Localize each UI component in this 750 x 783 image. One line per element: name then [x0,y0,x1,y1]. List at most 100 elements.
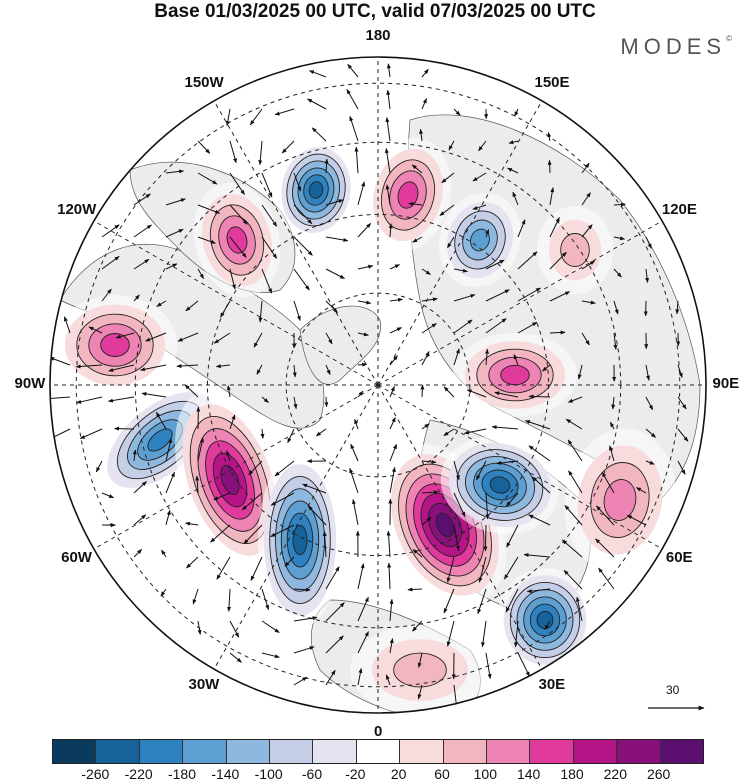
wind-vector [513,354,519,366]
wind-vector [581,162,590,174]
wind-vector [421,98,427,110]
wind-vector [513,620,519,648]
wind-vector [596,505,615,526]
wind-vector [446,556,455,583]
wind-vector [325,602,345,622]
colorbar-tick-label: -140 [211,766,240,782]
wind-vector [581,224,593,238]
wind-vector [463,428,487,435]
wind-vector [386,63,391,78]
colorbar-segment [530,740,574,763]
wind-vector [443,428,455,437]
wind-vector [50,356,71,366]
wind-vector [213,332,231,344]
wind-vector [517,287,541,302]
wind-vector [253,332,263,348]
wind-vector [523,553,551,558]
wind-vector [626,514,647,526]
wind-vector [417,652,423,668]
wind-vector [133,514,147,526]
wind-vector [507,167,519,174]
wind-vector [419,128,424,142]
wind-vector [562,539,583,558]
wind-vector [528,514,551,526]
wind-vector [496,460,519,465]
wind-vector [420,384,425,398]
wind-vector [453,460,460,481]
wind-vector [421,68,429,78]
wind-vector [389,638,394,654]
wind-vectors [50,63,689,712]
longitude-label: 60W [61,549,92,566]
wind-vector [292,364,297,378]
wind-vector [322,531,327,558]
colorbar-tick-label: -180 [167,766,197,782]
colorbar-segment [270,740,314,763]
wind-vector [514,108,519,117]
wind-vector [453,492,466,518]
wind-vector [293,676,308,686]
wind-vector [354,146,359,174]
longitude-label: 0 [374,723,383,740]
wind-vector [645,396,654,411]
wind-vector [287,428,295,444]
wind-vector [229,236,247,258]
wind-vector [466,389,487,398]
wind-vector [140,364,167,372]
wind-vector [385,117,391,142]
wind-vector [132,449,137,462]
wind-vector [293,236,313,256]
wind-vector [476,460,487,481]
vector-reference-arrow [648,705,705,711]
wind-vector [549,187,555,206]
wind-vector [567,439,583,462]
wind-vector [229,652,242,663]
wind-vector [608,445,615,462]
colorbar-tick-label: 260 [646,766,671,782]
wind-vector [165,438,173,462]
wind-vector [184,384,199,398]
wind-vector [421,490,439,495]
wind-vector [261,620,280,634]
wind-vector [260,428,265,439]
wind-vector [485,229,490,238]
wind-vector [528,445,551,462]
wind-vector [549,216,560,238]
wind-vector [581,300,596,305]
wind-vector [387,562,392,590]
wind-vector [595,538,615,558]
colorbar-segment [313,740,357,763]
wind-vector [325,332,333,345]
wind-vector [258,140,263,166]
wind-vector [293,268,310,291]
wind-vector [421,517,432,526]
map-boundary [49,56,707,714]
wind-vector [315,428,327,437]
wind-vector [547,132,552,142]
wind-vector [478,556,487,583]
wind-vector [88,326,103,334]
wind-vector [261,204,278,227]
wind-vector [477,588,487,615]
wind-vector [165,471,175,494]
wind-vector [441,172,455,184]
wind-vector [386,530,391,558]
wind-vector [581,332,590,346]
wind-vector [261,396,269,403]
wind-vector [213,492,231,501]
wind-vector [613,268,622,278]
wind-vector [101,288,112,302]
wind-vector [485,348,489,366]
wind-vector [421,423,430,430]
wind-vector [241,492,263,511]
polar-map [49,56,707,714]
wind-vector [645,364,651,381]
wind-vector [483,524,488,552]
wind-vector [293,204,313,225]
wind-vector [645,460,655,465]
wind-vector [197,437,204,462]
wind-vector [389,355,398,366]
wind-vector [229,172,245,196]
wind-vector [325,268,345,279]
wind-vector [549,251,567,270]
